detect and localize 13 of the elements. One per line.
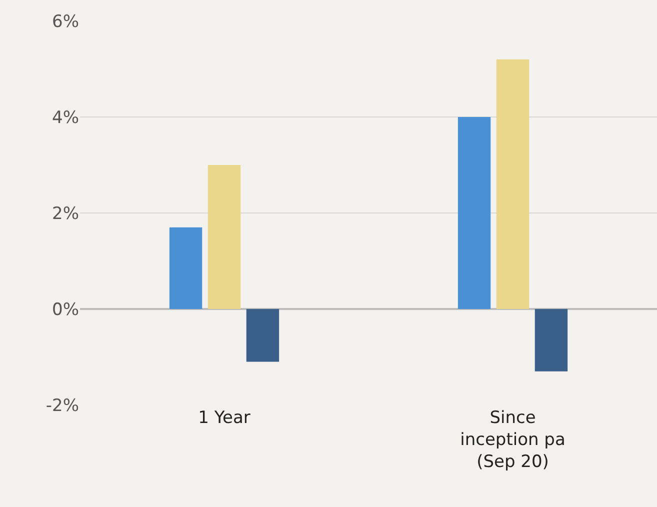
bar xyxy=(169,227,202,309)
bar xyxy=(208,165,241,309)
y-tick-label: 6% xyxy=(52,12,79,32)
bar xyxy=(246,309,280,362)
bar xyxy=(496,59,530,309)
y-tick-label: 2% xyxy=(52,204,79,224)
x-tick-label: 1 Year xyxy=(198,408,250,428)
y-tick-label: 4% xyxy=(52,108,79,128)
bar xyxy=(458,117,491,309)
bar xyxy=(534,309,568,372)
x-tick-label: Since inception pa (Sep 20) xyxy=(460,408,566,472)
y-tick-label: -2% xyxy=(46,396,79,416)
y-tick-label: 0% xyxy=(52,300,79,320)
